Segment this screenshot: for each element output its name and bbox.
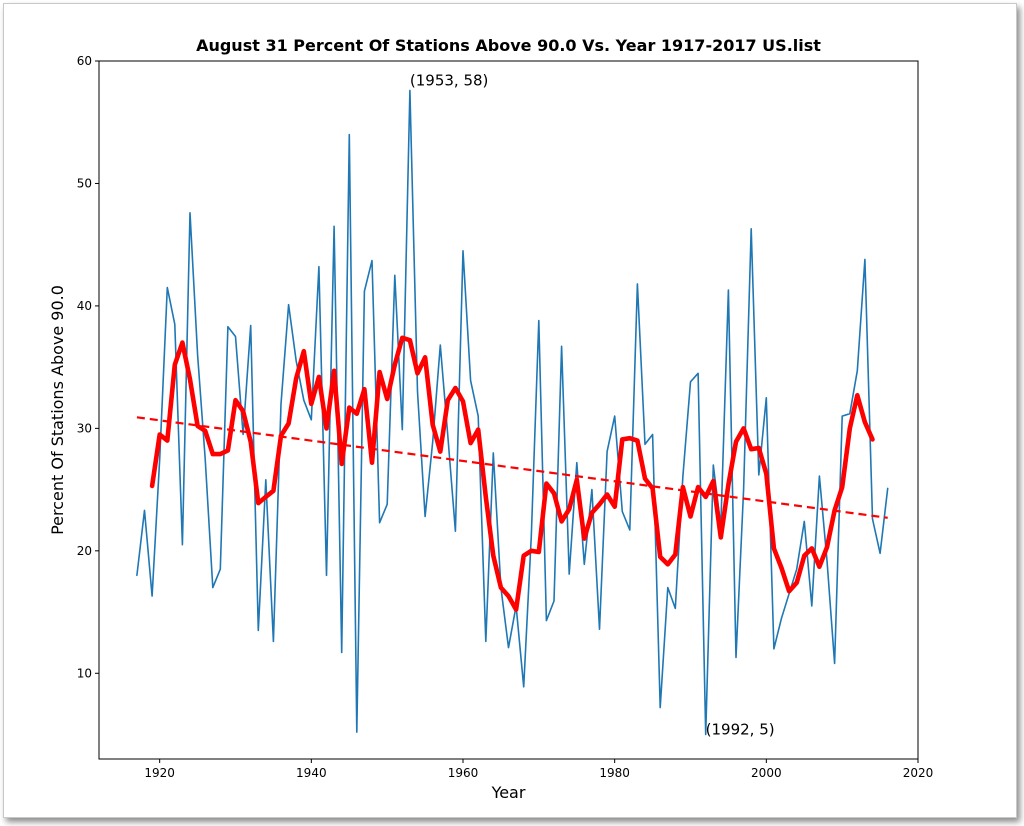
y-tick-label: 60 (77, 54, 92, 68)
axes: 1920 1940 1960 1980 2000 2020 10 20 30 40 50 60 (77, 54, 934, 780)
smoothed-series-line (149, 335, 875, 612)
y-tick-label: 50 (77, 176, 92, 190)
trend-line (136, 416, 888, 519)
y-tick-label: 20 (77, 544, 92, 558)
plot-area (98, 60, 919, 760)
y-tick-label: 10 (77, 666, 92, 680)
x-tick-label: 1980 (599, 766, 630, 780)
y-tick-label: 30 (77, 421, 92, 435)
x-tick-label: 2000 (751, 766, 782, 780)
x-axis-label: Year (491, 783, 526, 802)
raw-series-line (136, 89, 889, 736)
point-annotation: (1992, 5) (706, 721, 775, 739)
y-axis-label: Percent Of Stations Above 90.0 (48, 285, 67, 535)
y-tick-label: 40 (77, 299, 92, 313)
x-tick-label: 1920 (144, 766, 175, 780)
x-tick-label: 1960 (448, 766, 479, 780)
x-tick-label: 2020 (903, 766, 934, 780)
annotations: (1953, 58) (1992, 5) (410, 71, 775, 738)
x-tick-label: 1940 (296, 766, 327, 780)
series-layer (136, 89, 889, 736)
point-annotation: (1953, 58) (410, 71, 489, 89)
chart-title: August 31 Percent Of Stations Above 90.0… (196, 36, 821, 55)
